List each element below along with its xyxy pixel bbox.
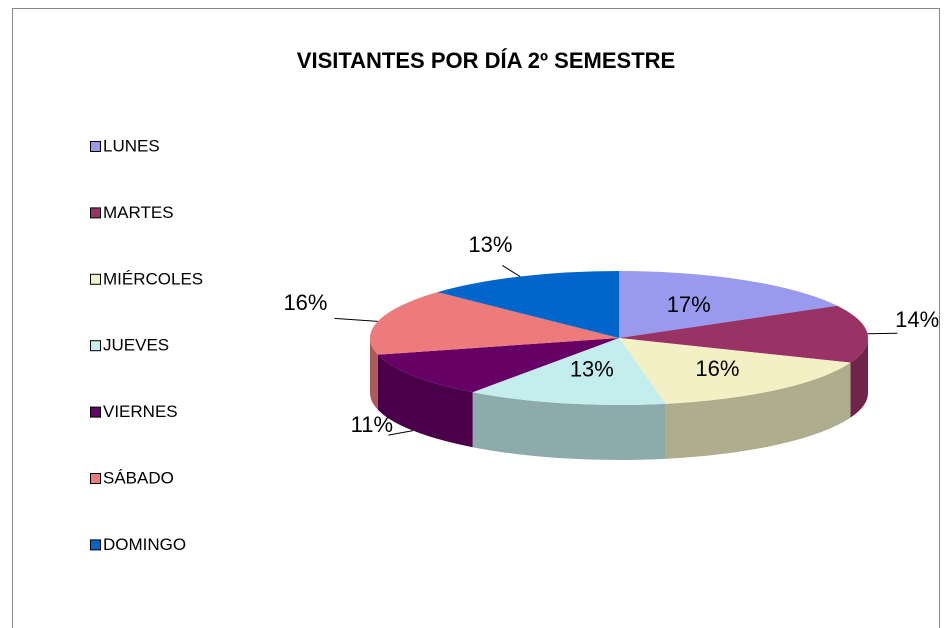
slice [619, 271, 838, 338]
data-label: 16% [695, 356, 739, 381]
legend-swatch [90, 473, 101, 484]
slice-side [472, 392, 666, 460]
legend-label: SÁBADO [103, 468, 174, 487]
legend-label: VIERNES [103, 402, 178, 421]
data-label: 16% [283, 290, 327, 315]
slice [619, 338, 851, 404]
slice [619, 305, 868, 363]
data-label: 14% [895, 307, 939, 332]
leader-line [502, 265, 521, 277]
data-label: 13% [570, 357, 614, 382]
data-label: 17% [667, 292, 711, 317]
legend-swatch [90, 539, 101, 551]
slice-side [370, 338, 378, 410]
chart-title: VISITANTES POR DÍA 2º SEMESTRE [297, 48, 675, 73]
slice-side [377, 354, 473, 448]
slice [370, 292, 619, 355]
slice [437, 271, 619, 338]
data-label: 11% [351, 412, 393, 437]
leader-line [388, 430, 414, 436]
legend-label: JUEVES [103, 336, 169, 355]
data-label: 13% [468, 232, 512, 257]
legend-swatch [90, 141, 101, 152]
legend-label: LUNES [103, 136, 160, 155]
legend-swatch [90, 207, 101, 219]
legend-label: DOMINGO [103, 535, 186, 554]
legend-swatch [90, 273, 101, 285]
leader-line [334, 317, 378, 322]
slice-side [665, 362, 851, 459]
leader-line [867, 332, 898, 335]
legend-swatch [90, 406, 101, 418]
legend-swatch [90, 340, 101, 352]
legend-label: MARTES [103, 203, 174, 222]
slice [472, 338, 666, 405]
slice-side [850, 338, 868, 418]
legend-label: MIÉRCOLES [103, 269, 203, 288]
slice [377, 338, 619, 393]
